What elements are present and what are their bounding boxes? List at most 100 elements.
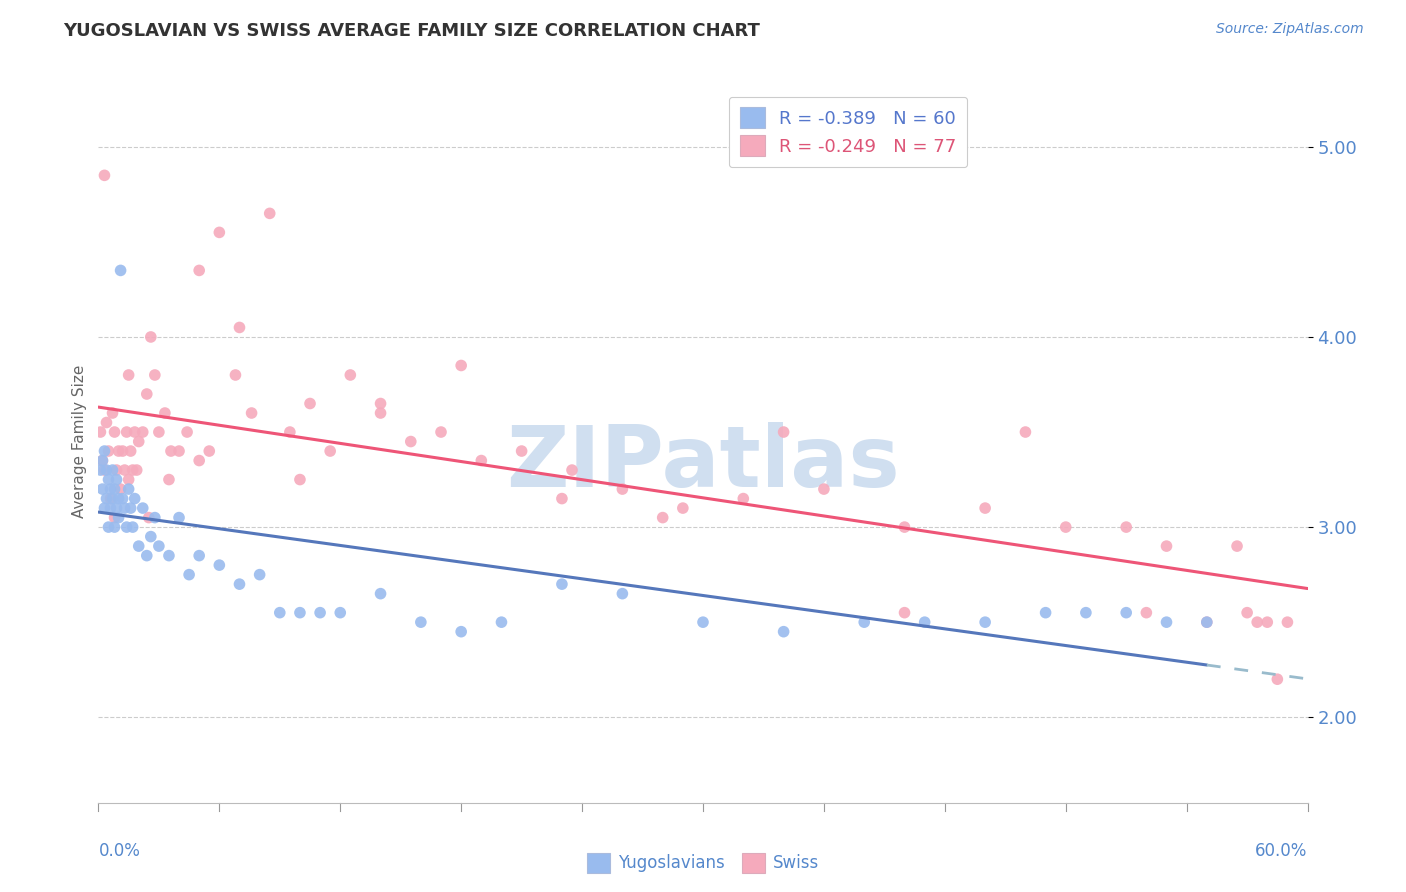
Point: [110, 263, 132, 277]
Point: [100, 501, 122, 516]
Point: [103, 510, 125, 524]
Point: [93, 501, 115, 516]
Point: [409, 615, 432, 630]
Point: [89, 425, 111, 439]
Point: [91, 453, 114, 467]
Point: [111, 444, 134, 458]
Legend: R = -0.389   N = 60, R = -0.249   N = 77: R = -0.389 N = 60, R = -0.249 N = 77: [728, 96, 967, 167]
Point: [105, 501, 128, 516]
Point: [1014, 425, 1036, 439]
Point: [1195, 615, 1218, 630]
Point: [228, 577, 250, 591]
Point: [110, 482, 132, 496]
Point: [339, 368, 361, 382]
Point: [510, 444, 533, 458]
Point: [101, 491, 124, 506]
Point: [1054, 520, 1077, 534]
Point: [1135, 606, 1157, 620]
Point: [138, 510, 160, 524]
Point: [399, 434, 422, 449]
Point: [208, 226, 231, 240]
Point: [1115, 520, 1137, 534]
Point: [157, 549, 180, 563]
Point: [93, 444, 115, 458]
Point: [121, 463, 143, 477]
Point: [651, 510, 673, 524]
Y-axis label: Average Family Size: Average Family Size: [72, 365, 87, 518]
Point: [160, 444, 183, 458]
Point: [132, 425, 155, 439]
Point: [672, 501, 695, 516]
Point: [612, 482, 634, 496]
Point: [135, 387, 157, 401]
Point: [224, 368, 246, 382]
Point: [198, 444, 221, 458]
Point: [143, 510, 166, 524]
Point: [1035, 606, 1057, 620]
Point: [105, 473, 128, 487]
Point: [813, 482, 835, 496]
Point: [893, 520, 915, 534]
Point: [249, 567, 271, 582]
Point: [91, 482, 114, 496]
Point: [101, 463, 124, 477]
Point: [114, 501, 136, 516]
Point: [120, 444, 142, 458]
Point: [974, 501, 997, 516]
Point: [309, 606, 332, 620]
Point: [105, 463, 128, 477]
Point: [733, 491, 755, 506]
Point: [128, 434, 150, 449]
Text: ZIPatlas: ZIPatlas: [506, 422, 900, 505]
Point: [1074, 606, 1097, 620]
Point: [269, 606, 291, 620]
Point: [93, 463, 115, 477]
Point: [288, 606, 311, 620]
Point: [1226, 539, 1249, 553]
Point: [115, 520, 138, 534]
Point: [124, 425, 146, 439]
Point: [128, 539, 150, 553]
Point: [259, 206, 281, 220]
Point: [118, 368, 141, 382]
Point: [188, 549, 211, 563]
Point: [551, 577, 574, 591]
Point: [125, 463, 148, 477]
Point: [188, 263, 211, 277]
Point: [612, 587, 634, 601]
Point: [100, 491, 122, 506]
Point: [240, 406, 263, 420]
Point: [853, 615, 876, 630]
Point: [329, 606, 352, 620]
Point: [1156, 615, 1178, 630]
Point: [1277, 615, 1299, 630]
Point: [96, 463, 118, 477]
Legend: Yugoslavians, Swiss: Yugoslavians, Swiss: [579, 847, 827, 880]
Point: [107, 444, 129, 458]
Point: [1256, 615, 1278, 630]
Point: [96, 416, 118, 430]
Point: [288, 473, 311, 487]
Point: [103, 482, 125, 496]
Point: [148, 539, 170, 553]
Point: [370, 587, 392, 601]
Point: [139, 530, 162, 544]
Point: [107, 491, 129, 506]
Point: [118, 473, 141, 487]
Point: [430, 425, 453, 439]
Point: [93, 169, 115, 183]
Point: [132, 501, 155, 516]
Point: [167, 444, 190, 458]
Point: [120, 501, 142, 516]
Point: [188, 453, 211, 467]
Point: [450, 359, 472, 373]
Point: [1236, 606, 1258, 620]
Point: [118, 482, 141, 496]
Point: [692, 615, 714, 630]
Point: [153, 406, 176, 420]
Point: [148, 425, 170, 439]
Text: 60.0%: 60.0%: [1256, 842, 1308, 860]
Point: [103, 425, 125, 439]
Point: [115, 425, 138, 439]
Point: [121, 520, 143, 534]
